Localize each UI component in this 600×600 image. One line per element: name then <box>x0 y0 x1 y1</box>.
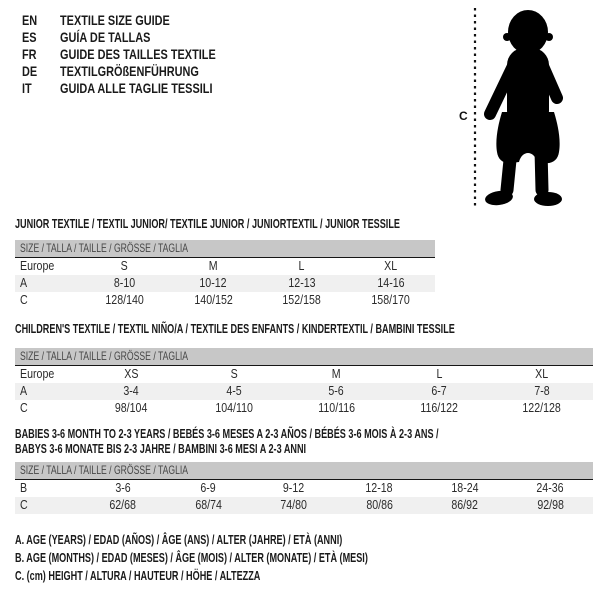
row-label: A <box>20 276 28 290</box>
table-row: Europe XS S M L XL <box>15 366 593 383</box>
toddler-shape <box>484 10 563 206</box>
size-cell: 14-16 <box>377 276 405 290</box>
size-header-bar: SIZE / TALLA / TAILLE / GRÖSSE / TAGLIA <box>15 348 593 366</box>
lang-code: IT <box>22 80 32 96</box>
junior-table-title: JUNIOR TEXTILE / TEXTIL JUNIOR/ TEXTILE … <box>15 216 400 231</box>
lang-code: ES <box>22 29 37 45</box>
table-row: C 62/68 68/74 74/80 80/86 86/92 92/98 <box>15 497 593 514</box>
junior-table: JUNIOR TEXTILE / TEXTIL JUNIOR/ TEXTILE … <box>15 216 435 309</box>
size-cell: 140/152 <box>193 293 233 307</box>
baby-figure: C <box>440 0 580 215</box>
children-table: CHILDREN'S TEXTILE / TEXTIL NIÑO/A / TEX… <box>15 321 593 417</box>
language-list: EN TEXTILE SIZE GUIDE ES GUÍA DE TALLAS … <box>22 12 260 97</box>
lang-line-en: EN TEXTILE SIZE GUIDE <box>22 12 260 29</box>
lang-code: EN <box>22 12 38 28</box>
size-cell: 24-36 <box>536 481 564 495</box>
lang-line-de: DE TEXTILGRÖßENFÜHRUNG <box>22 63 260 80</box>
table-row: A 8-10 10-12 12-13 14-16 <box>15 275 435 292</box>
lang-code: FR <box>22 46 37 62</box>
size-cell: M <box>332 367 341 381</box>
size-cell: 6-9 <box>200 481 216 495</box>
row-label: C <box>20 401 28 415</box>
row-label: A <box>20 384 28 398</box>
legend-line-c: C. (cm) HEIGHT / ALTURA / HAUTEUR / HÖHE… <box>15 568 261 583</box>
lang-label: GUÍA DE TALLAS <box>60 29 151 45</box>
size-cell: 9-12 <box>283 481 305 495</box>
measurement-legend: A. AGE (YEARS) / EDAD (AÑOS) / ÂGE (ANS)… <box>15 531 519 585</box>
size-cell: 7-8 <box>533 384 550 398</box>
size-cell: 5-6 <box>328 384 345 398</box>
size-cell: 86/92 <box>451 498 479 512</box>
size-cell: 116/122 <box>420 401 458 415</box>
size-cell: 128/140 <box>105 293 144 307</box>
row-label: Europe <box>20 259 55 273</box>
size-cell: 104/110 <box>215 401 253 415</box>
row-label: B <box>20 481 28 495</box>
size-cell: 62/68 <box>109 498 137 512</box>
size-cell: 18-24 <box>451 481 479 495</box>
lang-label: TEXTILE SIZE GUIDE <box>60 12 170 28</box>
height-measure-label: C <box>459 109 468 123</box>
size-cell: 12-13 <box>288 276 316 290</box>
lang-line-it: IT GUIDA ALLE TAGLIE TESSILI <box>22 80 260 97</box>
lang-label: GUIDA ALLE TAGLIE TESSILI <box>60 80 213 96</box>
lang-line-es: ES GUÍA DE TALLAS <box>22 29 260 46</box>
size-cell: 12-18 <box>365 481 393 495</box>
size-cell: 68/74 <box>194 498 222 512</box>
lang-code: DE <box>22 63 38 79</box>
children-table-title: CHILDREN'S TEXTILE / TEXTIL NIÑO/A / TEX… <box>15 321 455 336</box>
size-cell: 98/104 <box>115 401 148 415</box>
row-label: Europe <box>20 367 55 381</box>
size-cell: 80/86 <box>365 498 393 512</box>
table-row: C 98/104 104/110 110/116 116/122 122/128 <box>15 400 593 417</box>
size-header-bar: SIZE / TALLA / TAILLE / GRÖSSE / TAGLIA <box>15 462 593 480</box>
size-cell: L <box>436 367 443 381</box>
size-cell: 110/116 <box>318 401 355 415</box>
size-cell: 74/80 <box>280 498 308 512</box>
legend-line-b: B. AGE (MONTHS) / EDAD (MESES) / ÂGE (MO… <box>15 550 368 565</box>
lang-label: TEXTILGRÖßENFÜHRUNG <box>60 63 199 79</box>
lang-label: GUIDE DES TAILLES TEXTILE <box>60 46 216 62</box>
size-cell: S <box>230 367 238 381</box>
row-label: C <box>20 498 28 512</box>
size-header-bar: SIZE / TALLA / TAILLE / GRÖSSE / TAGLIA <box>15 240 435 258</box>
table-row: C 128/140 140/152 152/158 158/170 <box>15 292 435 309</box>
legend-line-a: A. AGE (YEARS) / EDAD (AÑOS) / ÂGE (ANS)… <box>15 532 343 547</box>
babies-table: BABIES 3-6 MONTH TO 2-3 YEARS / BEBÉS 3-… <box>15 426 593 514</box>
size-cell: 10-12 <box>199 276 227 290</box>
size-cell: S <box>120 259 128 273</box>
size-cell: XL <box>535 367 549 381</box>
size-cell: 92/98 <box>536 498 564 512</box>
size-cell: 6-7 <box>431 384 447 398</box>
baby-silhouette-icon: C <box>459 8 563 208</box>
size-cell: 4-5 <box>226 384 242 398</box>
table-row: B 3-6 6-9 9-12 12-18 18-24 24-36 <box>15 480 593 497</box>
size-cell: 152/158 <box>282 293 322 307</box>
size-cell: XS <box>124 367 139 381</box>
size-cell: 8-10 <box>113 276 136 290</box>
size-cell: M <box>208 259 218 273</box>
size-cell: 158/170 <box>371 293 410 307</box>
babies-table-title-line1: BABIES 3-6 MONTH TO 2-3 YEARS / BEBÉS 3-… <box>15 426 439 441</box>
size-cell: 3-4 <box>123 384 139 398</box>
table-row: Europe S M L XL <box>15 258 435 275</box>
table-row: A 3-4 4-5 5-6 6-7 7-8 <box>15 383 593 400</box>
babies-table-title-line2: BABYS 3-6 MONATE BIS 2-3 JAHRE / BAMBINI… <box>15 441 307 456</box>
size-cell: XL <box>384 259 398 273</box>
size-cell: L <box>298 259 305 273</box>
size-cell: 3-6 <box>115 481 131 495</box>
row-label: C <box>20 293 28 307</box>
lang-line-fr: FR GUIDE DES TAILLES TEXTILE <box>22 46 260 63</box>
size-cell: 122/128 <box>522 401 561 415</box>
